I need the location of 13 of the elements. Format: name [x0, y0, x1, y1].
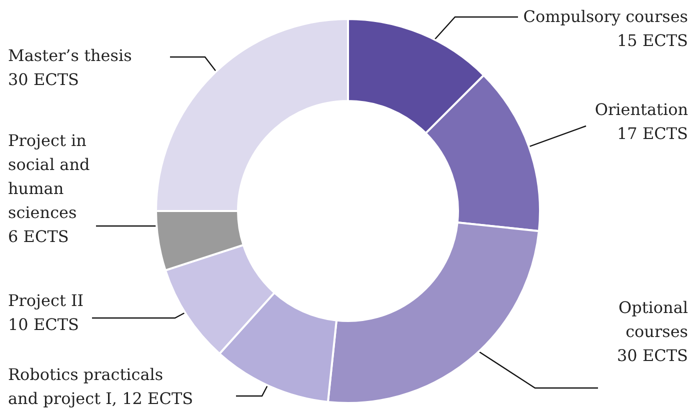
- slice-label: Orientation: [594, 100, 688, 119]
- data-label: 10 ECTS: [8, 315, 79, 334]
- data-label: 30 ECTS: [617, 346, 688, 365]
- slice-label: Optional courses: [618, 298, 688, 341]
- data-label: 17 ECTS: [617, 124, 688, 143]
- slice-label: Robotics practicals and project I, 12 ECTS: [8, 365, 194, 408]
- data-label: 6 ECTS: [8, 227, 69, 246]
- slice-label: Master’s thesis: [8, 46, 132, 65]
- slice-label: Compulsory courses: [523, 7, 688, 26]
- data-label: 30 ECTS: [8, 70, 79, 89]
- slice-label: Project II: [8, 291, 84, 310]
- data-label: 15 ECTS: [617, 31, 688, 50]
- slice-label: Project in social and human sciences: [8, 131, 90, 222]
